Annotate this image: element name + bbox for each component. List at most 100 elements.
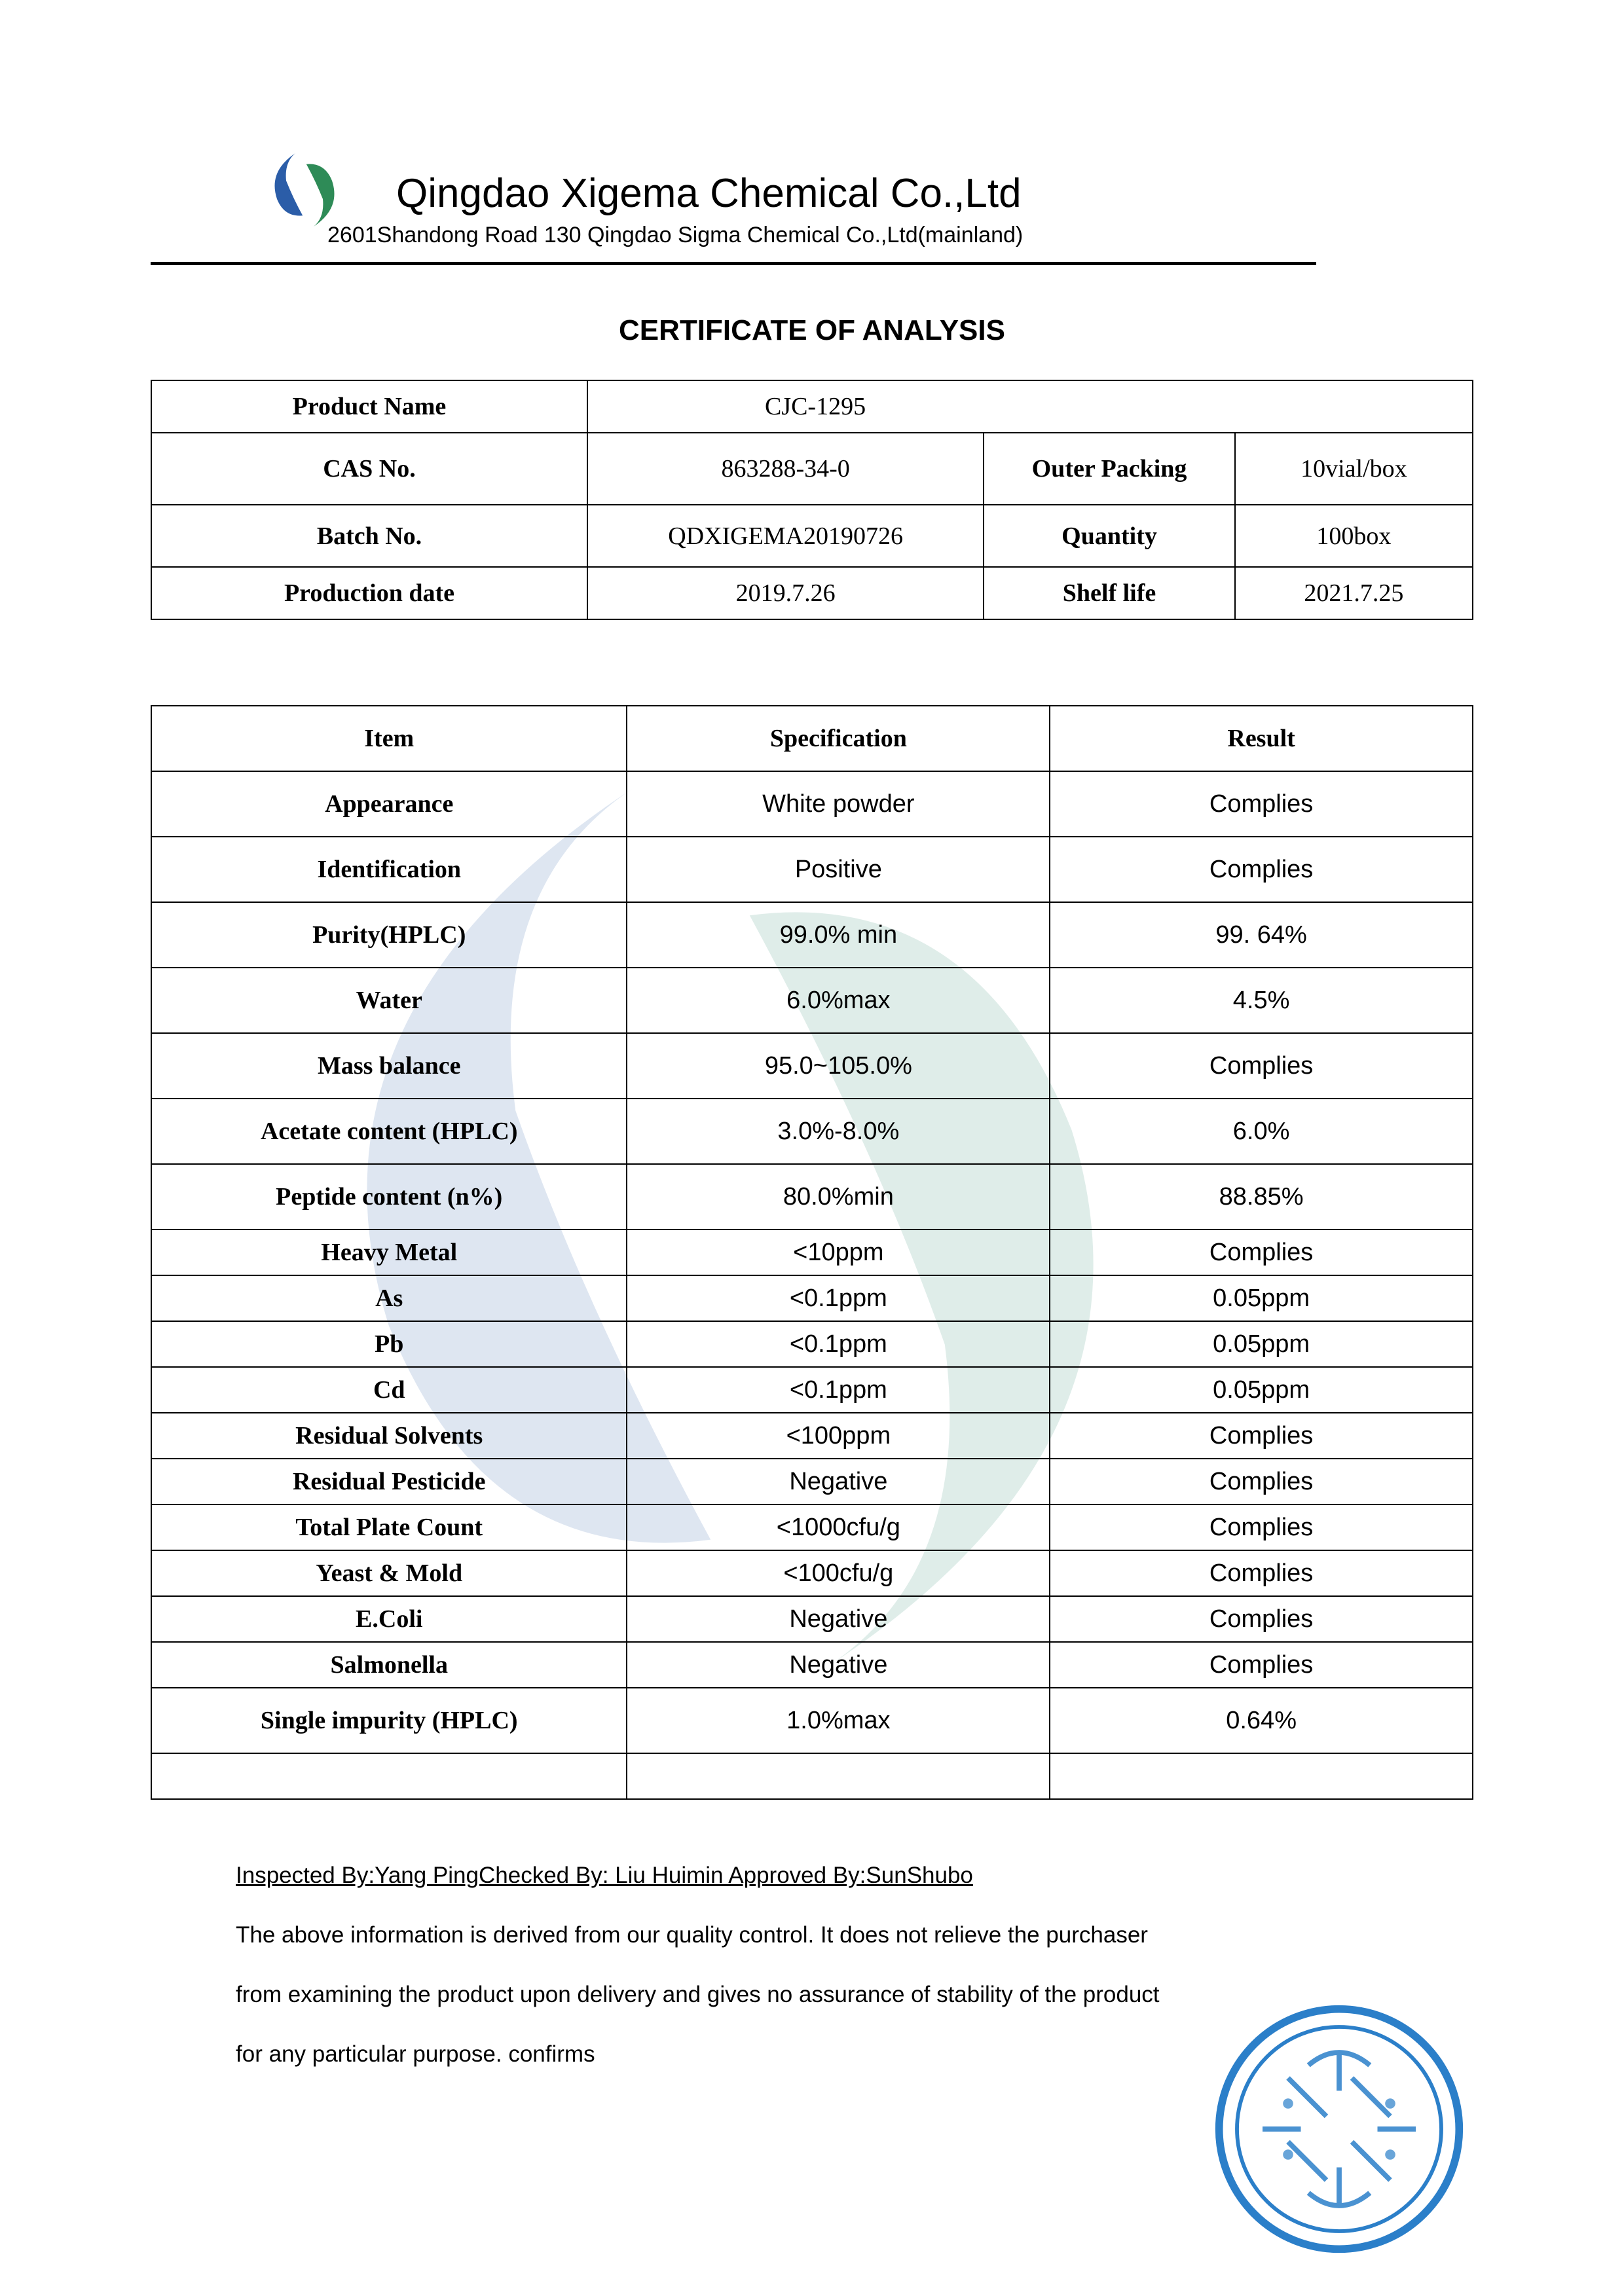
spec-specification: <100ppm bbox=[627, 1413, 1050, 1459]
spec-result: Complies bbox=[1050, 1642, 1473, 1688]
table-row: Product Name CJC-1295 bbox=[151, 380, 1473, 433]
table-row: CAS No. 863288-34-0 Outer Packing 10vial… bbox=[151, 433, 1473, 505]
spec-result: Complies bbox=[1050, 1459, 1473, 1504]
spec-result: Complies bbox=[1050, 1596, 1473, 1642]
spec-result: 0.05ppm bbox=[1050, 1275, 1473, 1321]
table-row: Production date 2019.7.26 Shelf life 202… bbox=[151, 567, 1473, 619]
approval-stamp-icon bbox=[1211, 2001, 1467, 2257]
table-row: Water6.0%max4.5% bbox=[151, 968, 1473, 1033]
table-header-row: Item Specification Result bbox=[151, 706, 1473, 771]
table-row: SalmonellaNegativeComplies bbox=[151, 1642, 1473, 1688]
spec-item: Residual Solvents bbox=[151, 1413, 627, 1459]
spec-result: Complies bbox=[1050, 1504, 1473, 1550]
document-title: CERTIFICATE OF ANALYSIS bbox=[151, 314, 1473, 347]
spec-result: 0.05ppm bbox=[1050, 1321, 1473, 1367]
spec-result: Complies bbox=[1050, 1413, 1473, 1459]
spec-item: Total Plate Count bbox=[151, 1504, 627, 1550]
header-divider bbox=[151, 262, 1316, 265]
value-outer-packing: 10vial/box bbox=[1235, 433, 1473, 505]
spec-result: Complies bbox=[1050, 837, 1473, 902]
empty-cell bbox=[627, 1753, 1050, 1799]
spec-item: Pb bbox=[151, 1321, 627, 1367]
spec-result: Complies bbox=[1050, 1550, 1473, 1596]
spec-item: Cd bbox=[151, 1367, 627, 1413]
spec-specification: <0.1ppm bbox=[627, 1367, 1050, 1413]
spec-result: 0.05ppm bbox=[1050, 1367, 1473, 1413]
spec-result: 88.85% bbox=[1050, 1164, 1473, 1230]
table-row: Residual PesticideNegativeComplies bbox=[151, 1459, 1473, 1504]
spec-item: Appearance bbox=[151, 771, 627, 837]
company-name: Qingdao Xigema Chemical Co.,Ltd bbox=[396, 170, 1022, 217]
spec-specification: White powder bbox=[627, 771, 1050, 837]
company-address: 2601Shandong Road 130 Qingdao Sigma Chem… bbox=[327, 223, 1023, 248]
table-row: Single impurity (HPLC)1.0%max0.64% bbox=[151, 1688, 1473, 1753]
table-row: IdentificationPositiveComplies bbox=[151, 837, 1473, 902]
spec-item: Residual Pesticide bbox=[151, 1459, 627, 1504]
document-header: Qingdao Xigema Chemical Co.,Ltd 2601Shan… bbox=[151, 144, 1473, 275]
spec-item: Identification bbox=[151, 837, 627, 902]
spec-specification: 3.0%-8.0% bbox=[627, 1099, 1050, 1164]
spec-specification: <1000cfu/g bbox=[627, 1504, 1050, 1550]
spec-result: Complies bbox=[1050, 1033, 1473, 1099]
spec-specification: <0.1ppm bbox=[627, 1321, 1050, 1367]
spec-item: Salmonella bbox=[151, 1642, 627, 1688]
table-row: Cd<0.1ppm0.05ppm bbox=[151, 1367, 1473, 1413]
table-row: Batch No. QDXIGEMA20190726 Quantity 100b… bbox=[151, 505, 1473, 567]
table-row: Purity(HPLC)99.0% min99. 64% bbox=[151, 902, 1473, 968]
label-quantity: Quantity bbox=[984, 505, 1234, 567]
label-production-date: Production date bbox=[151, 567, 587, 619]
spec-item: As bbox=[151, 1275, 627, 1321]
spec-result: 4.5% bbox=[1050, 968, 1473, 1033]
inspected-by-line: Inspected By:Yang PingChecked By: Liu Hu… bbox=[236, 1846, 1473, 1905]
spec-item: Mass balance bbox=[151, 1033, 627, 1099]
table-row-empty bbox=[151, 1753, 1473, 1799]
header-item: Item bbox=[151, 706, 627, 771]
label-outer-packing: Outer Packing bbox=[984, 433, 1234, 505]
spec-result: Complies bbox=[1050, 771, 1473, 837]
label-shelf-life: Shelf life bbox=[984, 567, 1234, 619]
table-row: Heavy Metal<10ppmComplies bbox=[151, 1230, 1473, 1275]
empty-cell bbox=[151, 1753, 627, 1799]
specification-table: Item Specification Result AppearanceWhit… bbox=[151, 705, 1473, 1800]
value-batch-no: QDXIGEMA20190726 bbox=[587, 505, 984, 567]
spec-specification: 99.0% min bbox=[627, 902, 1050, 968]
spec-specification: Negative bbox=[627, 1596, 1050, 1642]
label-batch-no: Batch No. bbox=[151, 505, 587, 567]
table-row: Total Plate Count<1000cfu/gComplies bbox=[151, 1504, 1473, 1550]
spec-specification: 1.0%max bbox=[627, 1688, 1050, 1753]
value-production-date: 2019.7.26 bbox=[587, 567, 984, 619]
spec-specification: <0.1ppm bbox=[627, 1275, 1050, 1321]
spec-result: 6.0% bbox=[1050, 1099, 1473, 1164]
spec-item: E.Coli bbox=[151, 1596, 627, 1642]
spec-specification: 95.0~105.0% bbox=[627, 1033, 1050, 1099]
label-cas-no: CAS No. bbox=[151, 433, 587, 505]
table-row: Mass balance95.0~105.0%Complies bbox=[151, 1033, 1473, 1099]
spec-result: Complies bbox=[1050, 1230, 1473, 1275]
label-product-name: Product Name bbox=[151, 380, 587, 433]
spec-specification: 6.0%max bbox=[627, 968, 1050, 1033]
spec-specification: <100cfu/g bbox=[627, 1550, 1050, 1596]
spec-result: 0.64% bbox=[1050, 1688, 1473, 1753]
disclaimer-line: The above information is derived from ou… bbox=[236, 1905, 1473, 1965]
table-row: Yeast & Mold<100cfu/gComplies bbox=[151, 1550, 1473, 1596]
table-row: Residual Solvents<100ppmComplies bbox=[151, 1413, 1473, 1459]
table-row: Peptide content (n%)80.0%min88.85% bbox=[151, 1164, 1473, 1230]
value-product-name: CJC-1295 bbox=[587, 380, 1473, 433]
header-specification: Specification bbox=[627, 706, 1050, 771]
spec-specification: Negative bbox=[627, 1642, 1050, 1688]
spec-item: Peptide content (n%) bbox=[151, 1164, 627, 1230]
table-row: Pb<0.1ppm0.05ppm bbox=[151, 1321, 1473, 1367]
spec-item: Single impurity (HPLC) bbox=[151, 1688, 627, 1753]
spec-specification: 80.0%min bbox=[627, 1164, 1050, 1230]
value-shelf-life: 2021.7.25 bbox=[1235, 567, 1473, 619]
value-cas-no: 863288-34-0 bbox=[587, 433, 984, 505]
empty-cell bbox=[1050, 1753, 1473, 1799]
spec-item: Water bbox=[151, 968, 627, 1033]
spec-specification: Negative bbox=[627, 1459, 1050, 1504]
header-result: Result bbox=[1050, 706, 1473, 771]
value-quantity: 100box bbox=[1235, 505, 1473, 567]
table-row: Acetate content (HPLC)3.0%-8.0%6.0% bbox=[151, 1099, 1473, 1164]
product-info-table: Product Name CJC-1295 CAS No. 863288-34-… bbox=[151, 380, 1473, 620]
spec-specification: <10ppm bbox=[627, 1230, 1050, 1275]
spec-specification: Positive bbox=[627, 837, 1050, 902]
